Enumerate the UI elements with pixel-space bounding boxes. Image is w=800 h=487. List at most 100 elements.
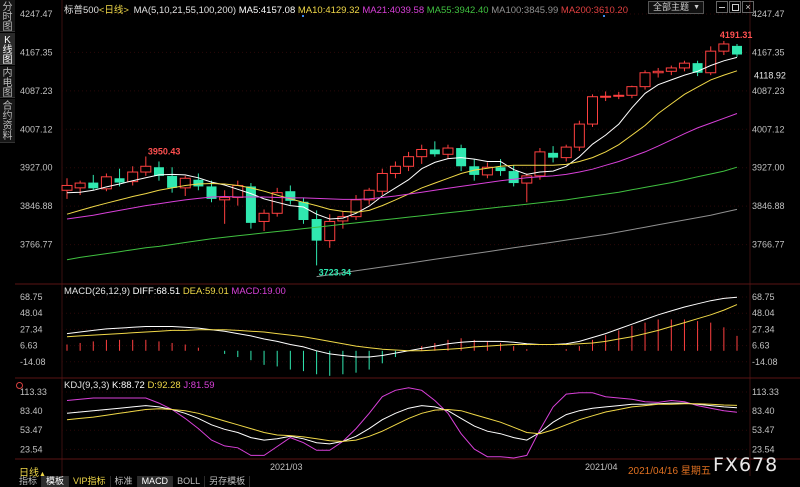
high-price-annotation: 4191.31 bbox=[720, 30, 753, 40]
candle-body bbox=[692, 63, 703, 73]
kdj-tick-label: 83.40 bbox=[752, 406, 775, 416]
candle-body bbox=[271, 192, 283, 214]
price-tick-label: 4247.47 bbox=[752, 9, 785, 19]
price-tick-label: 4167.35 bbox=[752, 47, 785, 57]
ma21-value: MA21:4039.58 bbox=[362, 5, 425, 16]
macd-dea-line bbox=[66, 304, 738, 352]
macd-value: MACD:19.00 bbox=[231, 286, 286, 297]
period-selector-label: 日线 bbox=[19, 468, 39, 479]
indicator-settings-icon[interactable] bbox=[16, 382, 23, 389]
candle-body bbox=[732, 45, 742, 55]
macd-tick-label: 6.63 bbox=[752, 341, 770, 351]
candle-body bbox=[127, 171, 139, 183]
candle-body bbox=[285, 191, 296, 201]
event-marker bbox=[603, 15, 605, 17]
theme-dropdown[interactable]: 全部主题 ▼ bbox=[648, 1, 705, 14]
kdj-j-line bbox=[66, 387, 738, 459]
macd-diff-value: DIFF:68.51 bbox=[132, 286, 181, 297]
macd-tick-label: 27.34 bbox=[752, 324, 775, 334]
tab-save-template[interactable]: 另存模板 bbox=[205, 476, 251, 487]
candle-body bbox=[573, 123, 585, 148]
sidebar-tab-contract-info[interactable]: 合约资料 bbox=[0, 99, 15, 143]
candle-body bbox=[232, 184, 244, 198]
candle-body bbox=[363, 189, 375, 201]
tab-macd[interactable]: MACD bbox=[137, 476, 174, 487]
local-high-annotation: 3950.43 bbox=[148, 146, 181, 156]
candle-body bbox=[88, 182, 99, 189]
candle-body bbox=[311, 219, 322, 241]
candle-body bbox=[140, 165, 152, 173]
candle-body bbox=[560, 146, 572, 159]
kdj-tick-label: 83.40 bbox=[20, 406, 43, 416]
macd-dea-value: DEA:59.01 bbox=[182, 286, 229, 297]
tab-templates[interactable]: 模板 bbox=[42, 476, 70, 487]
chart-header: 标普500<日线> MA(5,10,21,55,100,200) MA5:415… bbox=[64, 2, 628, 16]
close-icon[interactable]: × bbox=[742, 1, 754, 13]
ma21-line bbox=[66, 113, 738, 220]
macd-diff-line bbox=[66, 296, 738, 358]
ma100-value: MA100:3845.99 bbox=[491, 5, 559, 16]
candle-body bbox=[639, 72, 651, 88]
kdj-d-line bbox=[66, 403, 738, 442]
ma55-value: MA55:3942.40 bbox=[426, 5, 489, 16]
candle-body bbox=[179, 177, 191, 189]
current-date: 2021/04/16 星期五 bbox=[628, 466, 711, 477]
price-tick-label: 4247.47 bbox=[20, 9, 53, 19]
triangle-up-icon: ▲ bbox=[39, 471, 46, 478]
candle-body bbox=[389, 165, 401, 174]
kdj-header: KDJ(9,3,3) K:88.72 D:92.28 J:81.59 bbox=[64, 380, 215, 391]
kdj-chart bbox=[66, 387, 738, 459]
ma55-line bbox=[66, 166, 738, 261]
fx678-logo: FX678 bbox=[713, 454, 779, 476]
candle-body bbox=[100, 176, 112, 190]
theme-dropdown-label: 全部主题 bbox=[653, 2, 690, 12]
low-price-annotation: 3723.34 bbox=[319, 267, 352, 277]
candle-body bbox=[219, 196, 231, 201]
kdj-k-line bbox=[66, 402, 738, 445]
candle-body bbox=[718, 43, 730, 52]
tab-boll[interactable]: BOLL bbox=[173, 476, 206, 487]
period-label[interactable]: <日线> bbox=[98, 5, 129, 16]
sidebar-tab-chart[interactable]: 内电图 bbox=[0, 66, 15, 99]
price-tick-label: 3927.00 bbox=[20, 163, 53, 173]
tab-indicators[interactable]: 指标 bbox=[15, 476, 43, 487]
price-tick-label: 4087.23 bbox=[20, 86, 53, 96]
ma200-value: MA200:3610.20 bbox=[560, 5, 629, 16]
candle-body bbox=[153, 167, 164, 176]
macd-label: MACD(26,12,9) bbox=[64, 286, 130, 297]
ma10-value: MA10:4129.32 bbox=[297, 5, 360, 16]
symbol-name: 标普500 bbox=[64, 5, 99, 16]
macd-tick-label: 68.75 bbox=[752, 292, 775, 302]
kdj-tick-label: 23.54 bbox=[752, 444, 775, 454]
kdj-label: KDJ(9,3,3) bbox=[64, 380, 110, 391]
current-price-label: 4118.92 bbox=[754, 71, 786, 81]
gridlines bbox=[15, 0, 800, 476]
tab-vip-indicators[interactable]: VIP指标 bbox=[69, 476, 111, 487]
macd-header: MACD(26,12,9) DIFF:68.51 DEA:59.01 MACD:… bbox=[64, 286, 286, 297]
restore-icon[interactable] bbox=[729, 1, 741, 13]
sidebar-tab-label: 分时图 bbox=[2, 2, 13, 33]
indicator-tab-bar: 指标 模板 VIP指标 标准 MACD BOLL 另存模板 bbox=[15, 476, 251, 487]
candle-body bbox=[376, 172, 388, 192]
candle-body bbox=[403, 156, 415, 167]
candle-body bbox=[416, 148, 428, 158]
kdj-tick-label: 23.54 bbox=[20, 444, 43, 454]
minimize-icon[interactable] bbox=[716, 1, 728, 13]
candle-body bbox=[258, 212, 270, 222]
kdj-j-value: J:81.59 bbox=[183, 380, 215, 391]
ma5-value: MA5:4157.08 bbox=[238, 5, 296, 16]
candle-body bbox=[429, 149, 440, 155]
price-tick-label: 4167.35 bbox=[20, 47, 53, 57]
candle-body bbox=[114, 178, 125, 183]
sidebar-tab-intraday[interactable]: 分时图 bbox=[0, 0, 15, 33]
price-tick-label: 3927.00 bbox=[752, 163, 785, 173]
candle-body bbox=[245, 186, 256, 223]
price-tick-label: 3846.88 bbox=[20, 201, 53, 211]
tab-standard[interactable]: 标准 bbox=[111, 476, 138, 487]
sidebar-tab-kline[interactable]: K线图 bbox=[0, 33, 15, 66]
period-selector[interactable]: 日线▲ bbox=[19, 464, 46, 479]
sidebar-tab-label: 合约资料 bbox=[2, 101, 13, 142]
price-tick-label: 4007.12 bbox=[752, 124, 785, 134]
candle-body bbox=[298, 201, 309, 220]
